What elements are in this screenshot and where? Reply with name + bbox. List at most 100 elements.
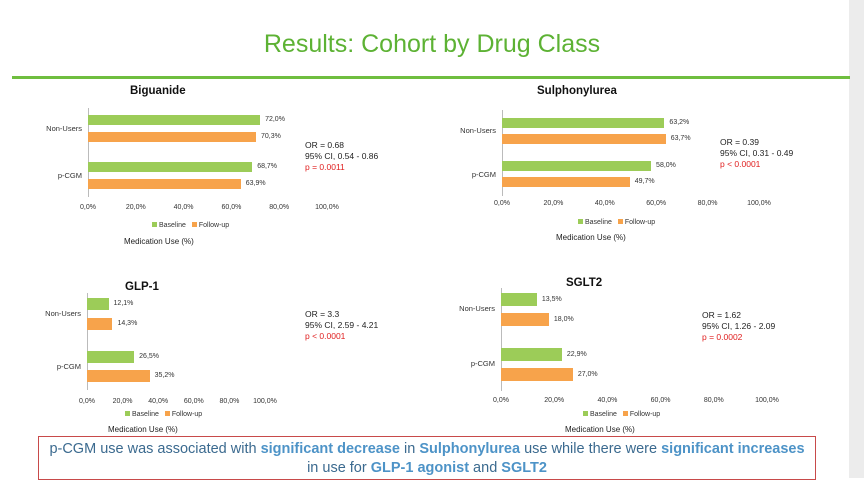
legend-swatch-baseline	[578, 219, 583, 224]
confidence-interval: 95% CI, 0.54 - 0.86	[305, 151, 379, 161]
bar-label: 63,2%	[669, 119, 690, 126]
y-axis-line	[88, 108, 89, 197]
legend-swatch-followup	[164, 411, 170, 416]
confidence-interval: 95% CI, 2.59 - 4.21	[305, 320, 379, 330]
group-label-non-users: Non-Users	[46, 124, 82, 133]
group-label-pcgm: p-CGM	[57, 171, 82, 180]
odds-ratio: OR = 3.3	[305, 309, 340, 319]
conclusion-highlight: significant decrease	[260, 441, 400, 457]
bar-pcgm-followup	[87, 370, 150, 382]
bar-label: 18,0%	[553, 316, 574, 323]
x-axis-title: Medication Use (%)	[108, 425, 178, 434]
y-axis-line	[87, 293, 88, 390]
bar-label: 26,5%	[139, 353, 160, 360]
bar-non-users-followup	[501, 313, 549, 326]
group-label-non-users: Non-Users	[45, 309, 81, 318]
legend-swatch-baseline	[583, 411, 588, 416]
x-tick-label: 60,0%	[646, 200, 667, 207]
x-tick-label: 20,0%	[544, 397, 565, 404]
bar-label: 63,7%	[670, 135, 691, 142]
chart-title-sulphonylurea: Sulphonylurea	[537, 85, 617, 97]
legend-label-baseline: Baseline	[585, 219, 612, 226]
p-value: p = 0.0011	[305, 162, 345, 172]
x-tick-label: 40,0%	[173, 204, 194, 211]
bar-non-users-baseline	[87, 298, 109, 310]
conclusion-highlight: SGLT2	[501, 460, 547, 476]
chart-title-sglt2: SGLT2	[566, 277, 603, 289]
legend-label-followup: Follow-up	[629, 411, 661, 418]
x-tick-label: 40,0%	[597, 397, 618, 404]
bar-label: 72,0%	[265, 116, 285, 123]
odds-ratio: OR = 0.68	[305, 140, 344, 150]
p-value: p < 0.0001	[720, 159, 761, 169]
bar-label: 22,9%	[566, 351, 587, 358]
legend-swatch-followup	[617, 219, 623, 224]
x-tick-label: 0,0%	[494, 200, 510, 207]
x-tick-label: 20,0%	[543, 200, 564, 207]
bar-non-users-followup	[502, 134, 666, 144]
confidence-interval: 95% CI, 1.26 - 2.09	[702, 321, 776, 331]
x-tick-label: 80,0%	[697, 200, 718, 207]
bar-label: 35,2%	[154, 372, 175, 379]
bar-non-users-followup	[88, 132, 257, 142]
conclusion-highlight: Sulphonylurea	[419, 441, 521, 457]
chart-title-biguanide: Biguanide	[130, 85, 186, 97]
bar-label: 27,0%	[577, 371, 598, 378]
legend-swatch-baseline	[152, 222, 157, 227]
confidence-interval: 95% CI, 0.31 - 0.49	[720, 148, 794, 158]
y-axis-line	[502, 110, 503, 196]
bar-pcgm-followup	[502, 177, 630, 187]
group-label-pcgm: p-CGM	[56, 362, 81, 371]
bar-non-users-followup	[87, 318, 113, 330]
group-label-pcgm: p-CGM	[471, 170, 496, 179]
stats-block: OR = 0.39 95% CI, 0.31 - 0.49 p < 0.0001	[720, 137, 793, 170]
x-tick-label: 80,0%	[703, 397, 724, 404]
x-tick-label: 100,0%	[747, 200, 771, 207]
bar-label: 58,0%	[656, 162, 676, 169]
x-tick-label: 100,0%	[315, 204, 339, 211]
chart-legend: Baseline Follow-up	[583, 411, 660, 418]
x-tick-label: 80,0%	[269, 204, 290, 211]
bar-label: 14,3%	[117, 320, 138, 327]
conclusion-text: and	[469, 460, 502, 476]
chart-legend: Baseline Follow-up	[152, 222, 229, 229]
chart-legend: Baseline Follow-up	[578, 219, 655, 226]
odds-ratio: OR = 0.39	[720, 137, 759, 147]
bar-non-users-baseline	[502, 118, 665, 128]
conclusion-text: p-CGM use was associated with	[49, 441, 261, 457]
x-tick-label: 40,0%	[148, 398, 169, 405]
x-axis-title: Medication Use (%)	[556, 233, 626, 242]
group-label-pcgm: p-CGM	[470, 359, 495, 368]
stats-block: OR = 0.68 95% CI, 0.54 - 0.86 p = 0.0011	[305, 140, 378, 173]
conclusion-box: p-CGM use was associated with significan…	[38, 436, 816, 480]
legend-label-followup: Follow-up	[198, 222, 230, 229]
legend-label-baseline: Baseline	[159, 222, 186, 229]
p-value: p = 0.0002	[702, 332, 743, 342]
x-tick-label: 40,0%	[594, 200, 615, 207]
x-tick-label: 100,0%	[253, 398, 277, 405]
group-label-non-users: Non-Users	[460, 126, 496, 135]
stats-block: OR = 1.62 95% CI, 1.26 - 2.09 p = 0.0002	[702, 310, 775, 343]
legend-swatch-baseline	[125, 411, 130, 416]
conclusion-text: use while there were	[520, 441, 662, 457]
legend-label-baseline: Baseline	[132, 411, 159, 418]
x-tick-label: 80,0%	[219, 398, 240, 405]
bar-pcgm-baseline	[88, 162, 253, 172]
x-tick-label: 60,0%	[221, 204, 242, 211]
bar-label: 13,5%	[541, 296, 562, 303]
legend-label-followup: Follow-up	[171, 411, 203, 418]
legend-swatch-followup	[191, 222, 197, 227]
bar-label: 68,7%	[257, 163, 278, 170]
group-label-non-users: Non-Users	[459, 304, 495, 313]
slide-title: Results: Cohort by Drug Class	[263, 30, 601, 58]
conclusion-highlight: significant increases	[661, 441, 805, 457]
conclusion-text: in	[400, 441, 420, 457]
x-axis-title: Medication Use (%)	[565, 425, 635, 434]
p-value: p < 0.0001	[305, 331, 346, 341]
x-tick-label: 20,0%	[125, 204, 146, 211]
bar-pcgm-baseline	[501, 348, 562, 361]
bar-label: 49,7%	[634, 178, 655, 185]
bar-pcgm-baseline	[502, 161, 652, 171]
bar-pcgm-followup	[88, 179, 241, 189]
chart-legend: Baseline Follow-up	[125, 411, 202, 418]
